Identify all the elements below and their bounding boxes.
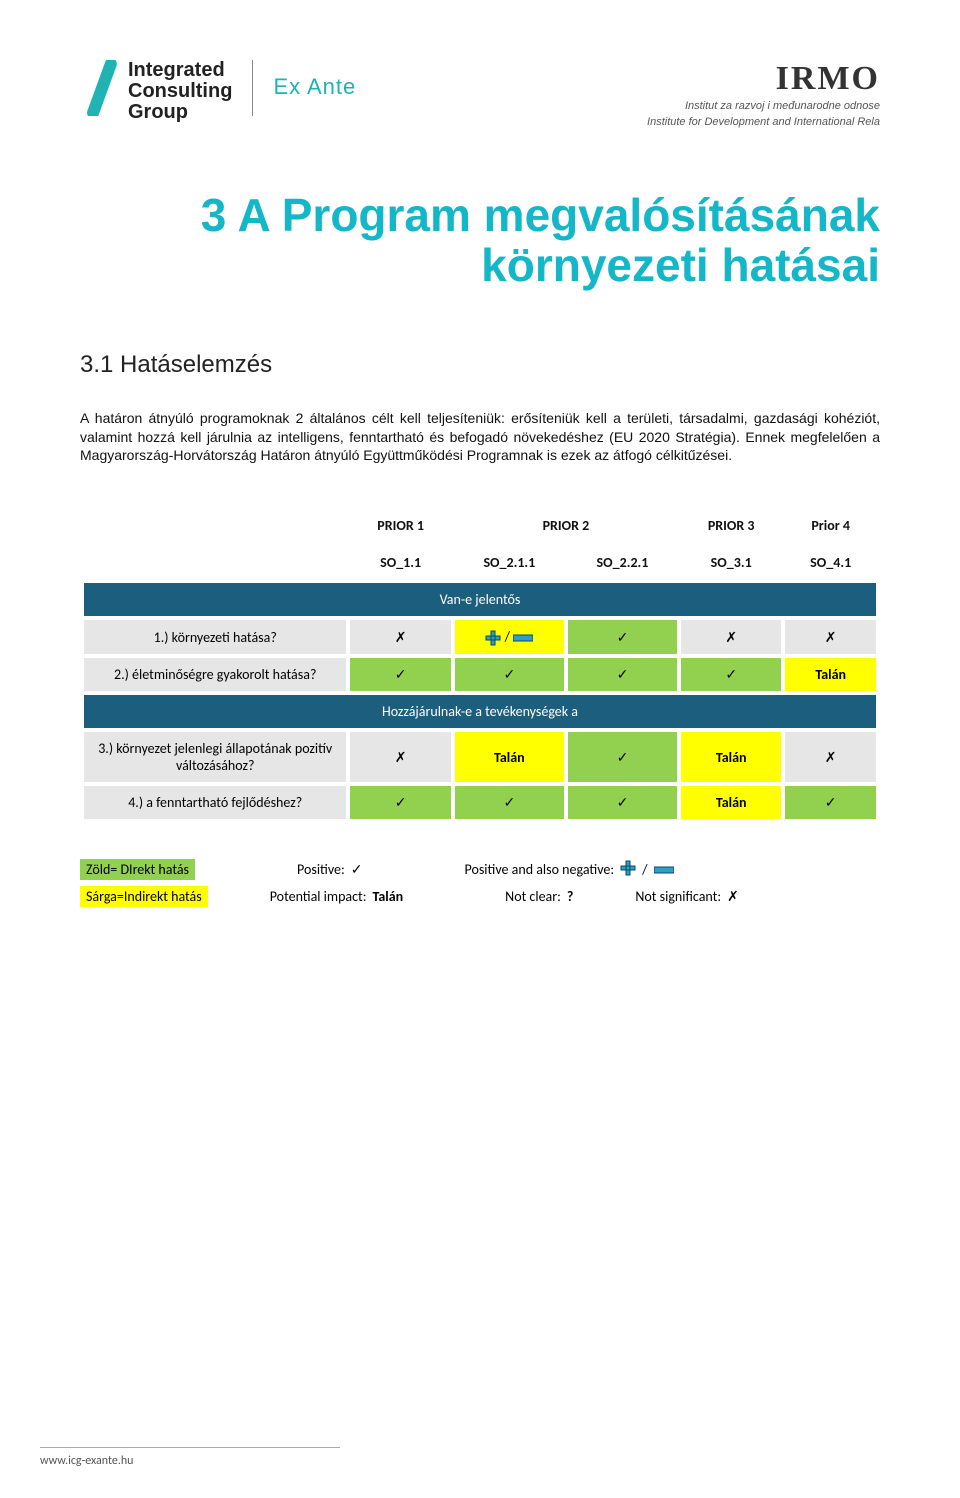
legend-posneg-label: Positive and also negative: <box>465 861 615 878</box>
matrix-cell: Talán <box>681 786 781 819</box>
so-header: SO_4.1 <box>785 546 876 579</box>
legend-yellow-chip: Sárga=Indirekt hatás <box>80 886 208 907</box>
matrix-cell <box>681 620 781 654</box>
so-header: SO_3.1 <box>681 546 781 579</box>
matrix-row-1: 1.) környezeti hatása? / <box>84 620 876 654</box>
chapter-title: 3 A Program megvalósításának környezeti … <box>200 190 880 291</box>
prior-header: PRIOR 3 <box>681 509 781 542</box>
section-subtitle: 3.1 Hatáselemzés <box>80 351 880 379</box>
legend: Zöld= DIrekt hatás Positive: Positive an… <box>80 859 880 907</box>
matrix-cell <box>568 620 677 654</box>
irmo-sub1: Institut za razvoj i međunarodne odnose <box>647 100 880 114</box>
matrix-cell: Talán <box>681 732 781 782</box>
so-header: SO_2.1.1 <box>455 546 564 579</box>
matrix-cell <box>350 786 450 819</box>
page-header: Integrated Consulting Group Ex Ante IRMO… <box>80 60 880 130</box>
check-icon <box>351 861 363 878</box>
matrix-cell <box>455 658 564 691</box>
prior-header: PRIOR 1 <box>350 509 450 542</box>
matrix-cell <box>568 732 677 782</box>
legend-green-chip: Zöld= DIrekt hatás <box>80 859 195 880</box>
matrix-cell <box>350 732 450 782</box>
matrix-cell <box>568 658 677 691</box>
plus-icon <box>620 860 636 880</box>
matrix-cell: Talán <box>785 658 876 691</box>
matrix-cell <box>785 620 876 654</box>
matrix-row-3: 3.) környezet jelenlegi állapotának pozi… <box>84 732 876 782</box>
logo-left: Integrated Consulting Group Ex Ante <box>80 60 356 123</box>
prior-header: Prior 4 <box>785 509 876 542</box>
section-header-row: Van-e jelentős <box>84 583 876 616</box>
so-header: SO_2.2.1 <box>568 546 677 579</box>
page-footer: www.icg-exante.hu <box>40 1447 340 1468</box>
row-label: 4.) a fenntartható fejlődéshez? <box>84 786 346 819</box>
legend-row-1: Zöld= DIrekt hatás Positive: Positive an… <box>80 859 880 880</box>
matrix-cell <box>785 786 876 819</box>
logo-line2: Consulting <box>128 81 232 102</box>
legend-positive-label: Positive: <box>297 861 345 878</box>
matrix-cell: / <box>455 620 564 654</box>
matrix-cell <box>350 658 450 691</box>
irmo-label: IRMO <box>647 60 880 98</box>
question-icon <box>567 888 574 905</box>
legend-notclear-label: Not clear: <box>505 888 561 905</box>
impact-matrix: PRIOR 1 PRIOR 2 PRIOR 3 Prior 4 SO_1.1 S… <box>80 505 880 823</box>
matrix-row-4: 4.) a fenntartható fejlődéshez? Talán <box>84 786 876 819</box>
legend-slash: / <box>642 861 647 878</box>
logo-line1: Integrated <box>128 60 232 81</box>
section2-header: Hozzájárulnak-e a tevékenységek a <box>84 695 876 728</box>
logo-ic-text: Integrated Consulting Group <box>128 60 232 123</box>
matrix-cell <box>785 732 876 782</box>
slash-icon <box>80 60 122 116</box>
matrix-cell <box>455 786 564 819</box>
page: Integrated Consulting Group Ex Ante IRMO… <box>0 0 960 1498</box>
irmo-sub2: Institute for Development and Internatio… <box>647 116 880 130</box>
matrix-cell: Talán <box>455 732 564 782</box>
legend-row-2: Sárga=Indirekt hatás Potential impact: T… <box>80 886 880 907</box>
matrix-cell <box>568 786 677 819</box>
legend-potential-label: Potential impact: <box>270 888 367 905</box>
logo-right: IRMO Institut za razvoj i međunarodne od… <box>647 60 880 130</box>
matrix-row-2: 2.) életminőségre gyakorolt hatása? Talá… <box>84 658 876 691</box>
section-header-row: Hozzájárulnak-e a tevékenységek a <box>84 695 876 728</box>
so-header-row: SO_1.1 SO_2.1.1 SO_2.2.1 SO_3.1 SO_4.1 <box>84 546 876 579</box>
matrix-cell <box>350 620 450 654</box>
section1-header: Van-e jelentős <box>84 583 876 616</box>
prior-header: PRIOR 2 <box>455 509 677 542</box>
matrix-cell <box>681 658 781 691</box>
exante-label: Ex Ante <box>273 74 356 100</box>
row-label: 1.) környezeti hatása? <box>84 620 346 654</box>
row-label: 3.) környezet jelenlegi állapotának pozi… <box>84 732 346 782</box>
intro-paragraph: A határon átnyúló programoknak 2 általán… <box>80 409 880 466</box>
logo-line3: Group <box>128 102 232 123</box>
so-header: SO_1.1 <box>350 546 450 579</box>
minus-icon <box>654 861 674 878</box>
legend-talan: Talán <box>373 888 404 905</box>
x-icon <box>727 888 739 905</box>
logo-divider <box>252 60 253 116</box>
row-label: 2.) életminőségre gyakorolt hatása? <box>84 658 346 691</box>
prior-header-row: PRIOR 1 PRIOR 2 PRIOR 3 Prior 4 <box>84 509 876 542</box>
legend-notsig-label: Not significant: <box>635 888 721 905</box>
